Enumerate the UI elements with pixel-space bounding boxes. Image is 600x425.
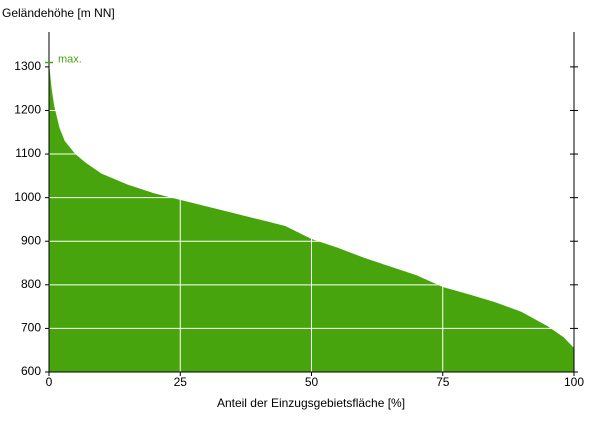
y-tick-label: 1300 — [14, 59, 41, 73]
y-tick-label: 800 — [21, 277, 41, 291]
y-tick-label: 1200 — [14, 103, 41, 117]
annotation: max. — [58, 53, 82, 65]
y-tick-label: 1100 — [15, 146, 41, 160]
y-tick-label: 900 — [21, 233, 41, 247]
x-tick-label: 75 — [436, 375, 450, 389]
x-tick-label: 50 — [305, 375, 319, 389]
y-tick-label: 600 — [21, 364, 41, 378]
x-tick-label: 100 — [564, 375, 584, 389]
x-tick-label: 0 — [46, 375, 53, 389]
x-axis-title: Anteil der Einzugsgebietsfläche [%] — [217, 396, 405, 410]
y-axis-title: Geländehöhe [m NN] — [2, 6, 115, 20]
x-tick-label: 25 — [174, 375, 188, 389]
y-tick-label: 700 — [21, 321, 41, 335]
y-tick-label: 1000 — [14, 190, 41, 204]
